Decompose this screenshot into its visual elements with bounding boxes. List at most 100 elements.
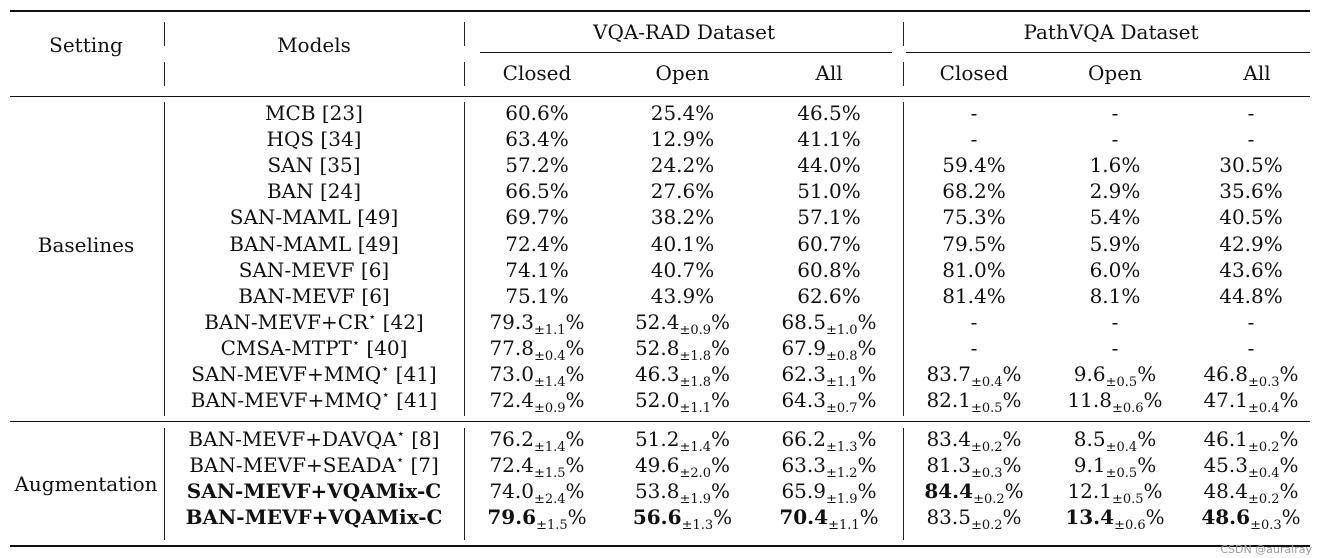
cell-value: 25.4 xyxy=(650,101,696,125)
cell-value: - xyxy=(970,101,978,125)
table-cell: 62.3±1.1% xyxy=(757,361,901,390)
cell-value: 52.8 xyxy=(634,335,680,360)
vline-datasets xyxy=(903,428,904,540)
percent-sign: % xyxy=(565,309,585,334)
star-mark: ⋆ xyxy=(368,309,377,325)
header-vr-open: Open xyxy=(655,61,710,85)
percent-sign: % xyxy=(859,505,879,530)
cell-value: 46.3 xyxy=(634,362,680,386)
table-cell: - xyxy=(905,126,1043,152)
table-cell: 46.8±0.3% xyxy=(1187,361,1315,390)
table-cell: 12.1±0.5% xyxy=(1045,478,1185,506)
percent-sign: % xyxy=(1121,179,1141,204)
cell-value: 82.1 xyxy=(926,388,971,413)
percent-sign: % xyxy=(841,231,861,256)
percent-sign: % xyxy=(565,335,585,360)
cell-std: ±0.9 xyxy=(679,322,712,338)
table-cell: 1.6% xyxy=(1045,152,1185,178)
model-label: SAN-MEVF [6] xyxy=(238,257,390,282)
cell-std: ±0.2 xyxy=(970,440,1003,455)
table-cell: - xyxy=(905,100,1043,126)
star-mark: ⋆ xyxy=(395,453,405,469)
percent-sign: % xyxy=(857,362,877,386)
cell-std: ±1.8 xyxy=(679,375,712,390)
cell-value: 5.4 xyxy=(1089,205,1122,230)
percent-sign: % xyxy=(986,179,1006,204)
table-cell: 79.6±1.5% xyxy=(466,504,608,532)
cell-value: 75.3 xyxy=(942,205,987,230)
cell-value: 8.1 xyxy=(1089,283,1122,308)
cell-std: ±1.1 xyxy=(825,375,858,390)
percent-sign: % xyxy=(1281,505,1301,530)
cell-value: 48.4 xyxy=(1203,479,1248,504)
cell-value: 68.5 xyxy=(781,309,826,334)
cell-std: ±1.1 xyxy=(828,518,860,534)
cell-value: 9.1 xyxy=(1073,453,1106,478)
model-label: MCB [23] xyxy=(265,101,363,125)
table-cell: 64.3±0.7% xyxy=(757,387,901,415)
cell-value: 69.7 xyxy=(505,205,550,230)
percent-sign: % xyxy=(841,179,861,204)
percent-sign: % xyxy=(986,153,1006,178)
table-cell: 83.4±0.2% xyxy=(905,426,1043,455)
percent-sign: % xyxy=(857,309,877,334)
header-pv-closed: Closed xyxy=(939,61,1009,85)
cell-value: 1.6 xyxy=(1089,153,1122,178)
cell-std: ±0.4 xyxy=(533,348,566,364)
cell-value: 56.6 xyxy=(632,505,682,530)
cell-std: ±0.8 xyxy=(825,348,858,364)
table-cell: 30.5% xyxy=(1187,152,1315,178)
cell-value: 40.5 xyxy=(1219,205,1264,230)
cell-value: 64.3 xyxy=(781,388,826,413)
header-rule xyxy=(10,96,1310,97)
table-cell: 66.5% xyxy=(466,178,608,204)
table-cell: 62.6% xyxy=(757,283,901,309)
cell-value: 60.8 xyxy=(797,257,842,282)
cell-std: ±0.3 xyxy=(970,466,1003,482)
table-cell: 9.1±0.5% xyxy=(1045,452,1185,480)
cell-value: 24.2 xyxy=(650,153,696,178)
cell-std: ±0.3 xyxy=(1247,375,1280,390)
watermark: CSDN @auralray xyxy=(1220,543,1312,556)
table-cell: 72.4±0.9% xyxy=(466,387,608,415)
table-cell: 5.4% xyxy=(1045,204,1185,230)
table-cell: 52.0±1.1% xyxy=(610,387,755,415)
cell-value: 63.3 xyxy=(781,453,826,478)
percent-sign: % xyxy=(695,153,715,178)
cell-value: 11.8 xyxy=(1067,388,1112,413)
table-cell: 51.0% xyxy=(757,178,901,204)
model-reference: [41] xyxy=(389,362,437,386)
cell-std: ±0.2 xyxy=(1247,492,1280,508)
vline-models xyxy=(464,22,465,46)
cell-value: 63.4 xyxy=(505,127,550,152)
percent-sign: % xyxy=(695,179,715,204)
table-cell: 52.8±1.8% xyxy=(610,335,755,363)
cell-value: 75.1 xyxy=(505,283,550,308)
header-vr-all: All xyxy=(815,61,843,85)
percent-sign: % xyxy=(549,257,569,282)
percent-sign: % xyxy=(695,127,715,152)
table-cell: - xyxy=(905,309,1043,335)
percent-sign: % xyxy=(565,453,585,478)
cell-std: ±1.3 xyxy=(681,518,714,534)
percent-sign: % xyxy=(711,362,731,386)
cell-value: - xyxy=(1111,335,1119,360)
cell-value: 38.2 xyxy=(650,205,696,230)
cell-value: 81.0 xyxy=(942,257,987,282)
cell-value: 53.8 xyxy=(634,479,680,504)
model-name: BAN-MEVF+DAVQA⋆ [8] xyxy=(166,426,462,452)
cell-value: - xyxy=(970,335,978,360)
vline-datasets xyxy=(903,22,904,46)
header-vqa-rad: VQA-RAD Dataset xyxy=(593,20,775,44)
percent-sign: % xyxy=(986,283,1006,308)
percent-sign: % xyxy=(1002,427,1022,451)
cell-value: 81.4 xyxy=(942,283,987,308)
cell-std: ±1.4 xyxy=(679,440,712,455)
cell-value: 83.5 xyxy=(926,505,971,530)
cell-value: 70.4 xyxy=(779,505,829,530)
header-pathvqa: PathVQA Dataset xyxy=(1023,20,1199,44)
cell-std: ±0.4 xyxy=(1105,440,1138,455)
table-cell: 83.7±0.4% xyxy=(905,361,1043,389)
percent-sign: % xyxy=(713,505,733,530)
cell-value: 57.2 xyxy=(505,153,550,178)
